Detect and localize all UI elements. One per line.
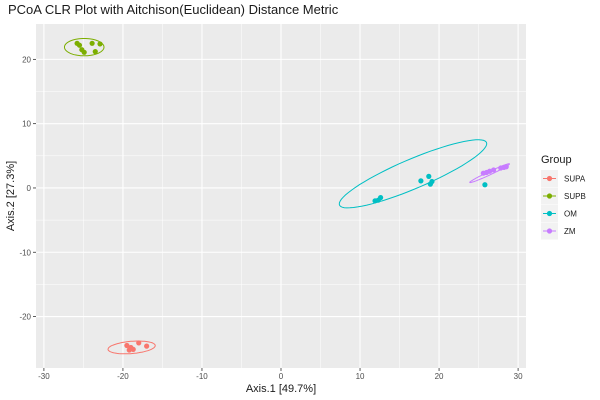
legend-key-point (546, 228, 553, 234)
x-tick-label: -20 (117, 372, 129, 381)
chart-title: PCoA CLR Plot with Aitchison(Euclidean) … (8, 2, 339, 17)
legend-title: Group (541, 154, 572, 166)
y-axis-ticks: -20 -10 0 10 20 (19, 55, 36, 322)
point-om (429, 178, 435, 185)
point-supb (89, 40, 95, 46)
point-zm (490, 167, 497, 173)
data-points (74, 40, 509, 353)
legend-label: OM (564, 210, 577, 219)
ellipse-supa (107, 340, 156, 355)
x-tick-label: 20 (435, 372, 444, 381)
legend-key-om: OM (541, 205, 577, 222)
point-om (426, 173, 432, 179)
x-tick-label: -10 (196, 372, 208, 381)
x-tick-label: 10 (356, 372, 365, 381)
legend-key-zm: ZM (541, 222, 576, 240)
legend-key-point (546, 210, 553, 217)
point-zm (503, 164, 509, 170)
point-supa (136, 340, 142, 346)
legend-label: SUPB (564, 192, 586, 201)
point-supb (92, 49, 98, 55)
x-axis-title: Axis.1 [49.7%] (246, 383, 316, 395)
point-supb (76, 42, 83, 48)
point-supb (81, 49, 87, 55)
y-tick-label: 10 (22, 120, 31, 129)
ellipse-supb (64, 38, 105, 57)
legend: Group SUPA SUPB OM ZM (541, 154, 586, 240)
y-tick-label: 20 (22, 55, 31, 64)
legend-label: ZM (564, 227, 576, 236)
point-om (418, 178, 424, 184)
legend-key-point (546, 175, 553, 182)
major-gridlines (36, 24, 526, 368)
y-tick-label: -20 (19, 313, 31, 322)
point-om (377, 195, 384, 201)
x-tick-label: 30 (514, 372, 523, 381)
legend-key-supb: SUPB (541, 187, 586, 205)
legend-key-supa: SUPA (541, 170, 586, 187)
point-om (482, 182, 488, 188)
x-axis-ticks: -30 -20 -10 0 10 20 30 (38, 368, 523, 381)
x-tick-label: -30 (38, 372, 50, 381)
y-axis-title: Axis.2 [27.3%] (5, 161, 17, 231)
point-supa (130, 346, 136, 352)
ellipse-om (338, 139, 488, 209)
point-zm (487, 168, 493, 174)
y-tick-label: 0 (27, 184, 32, 193)
point-supa (144, 343, 150, 349)
legend-label: SUPA (564, 175, 586, 184)
y-tick-label: -10 (19, 248, 31, 257)
x-tick-label: 0 (279, 372, 284, 381)
legend-key-point (546, 193, 553, 199)
point-supa (124, 342, 130, 349)
point-supb (97, 41, 103, 47)
